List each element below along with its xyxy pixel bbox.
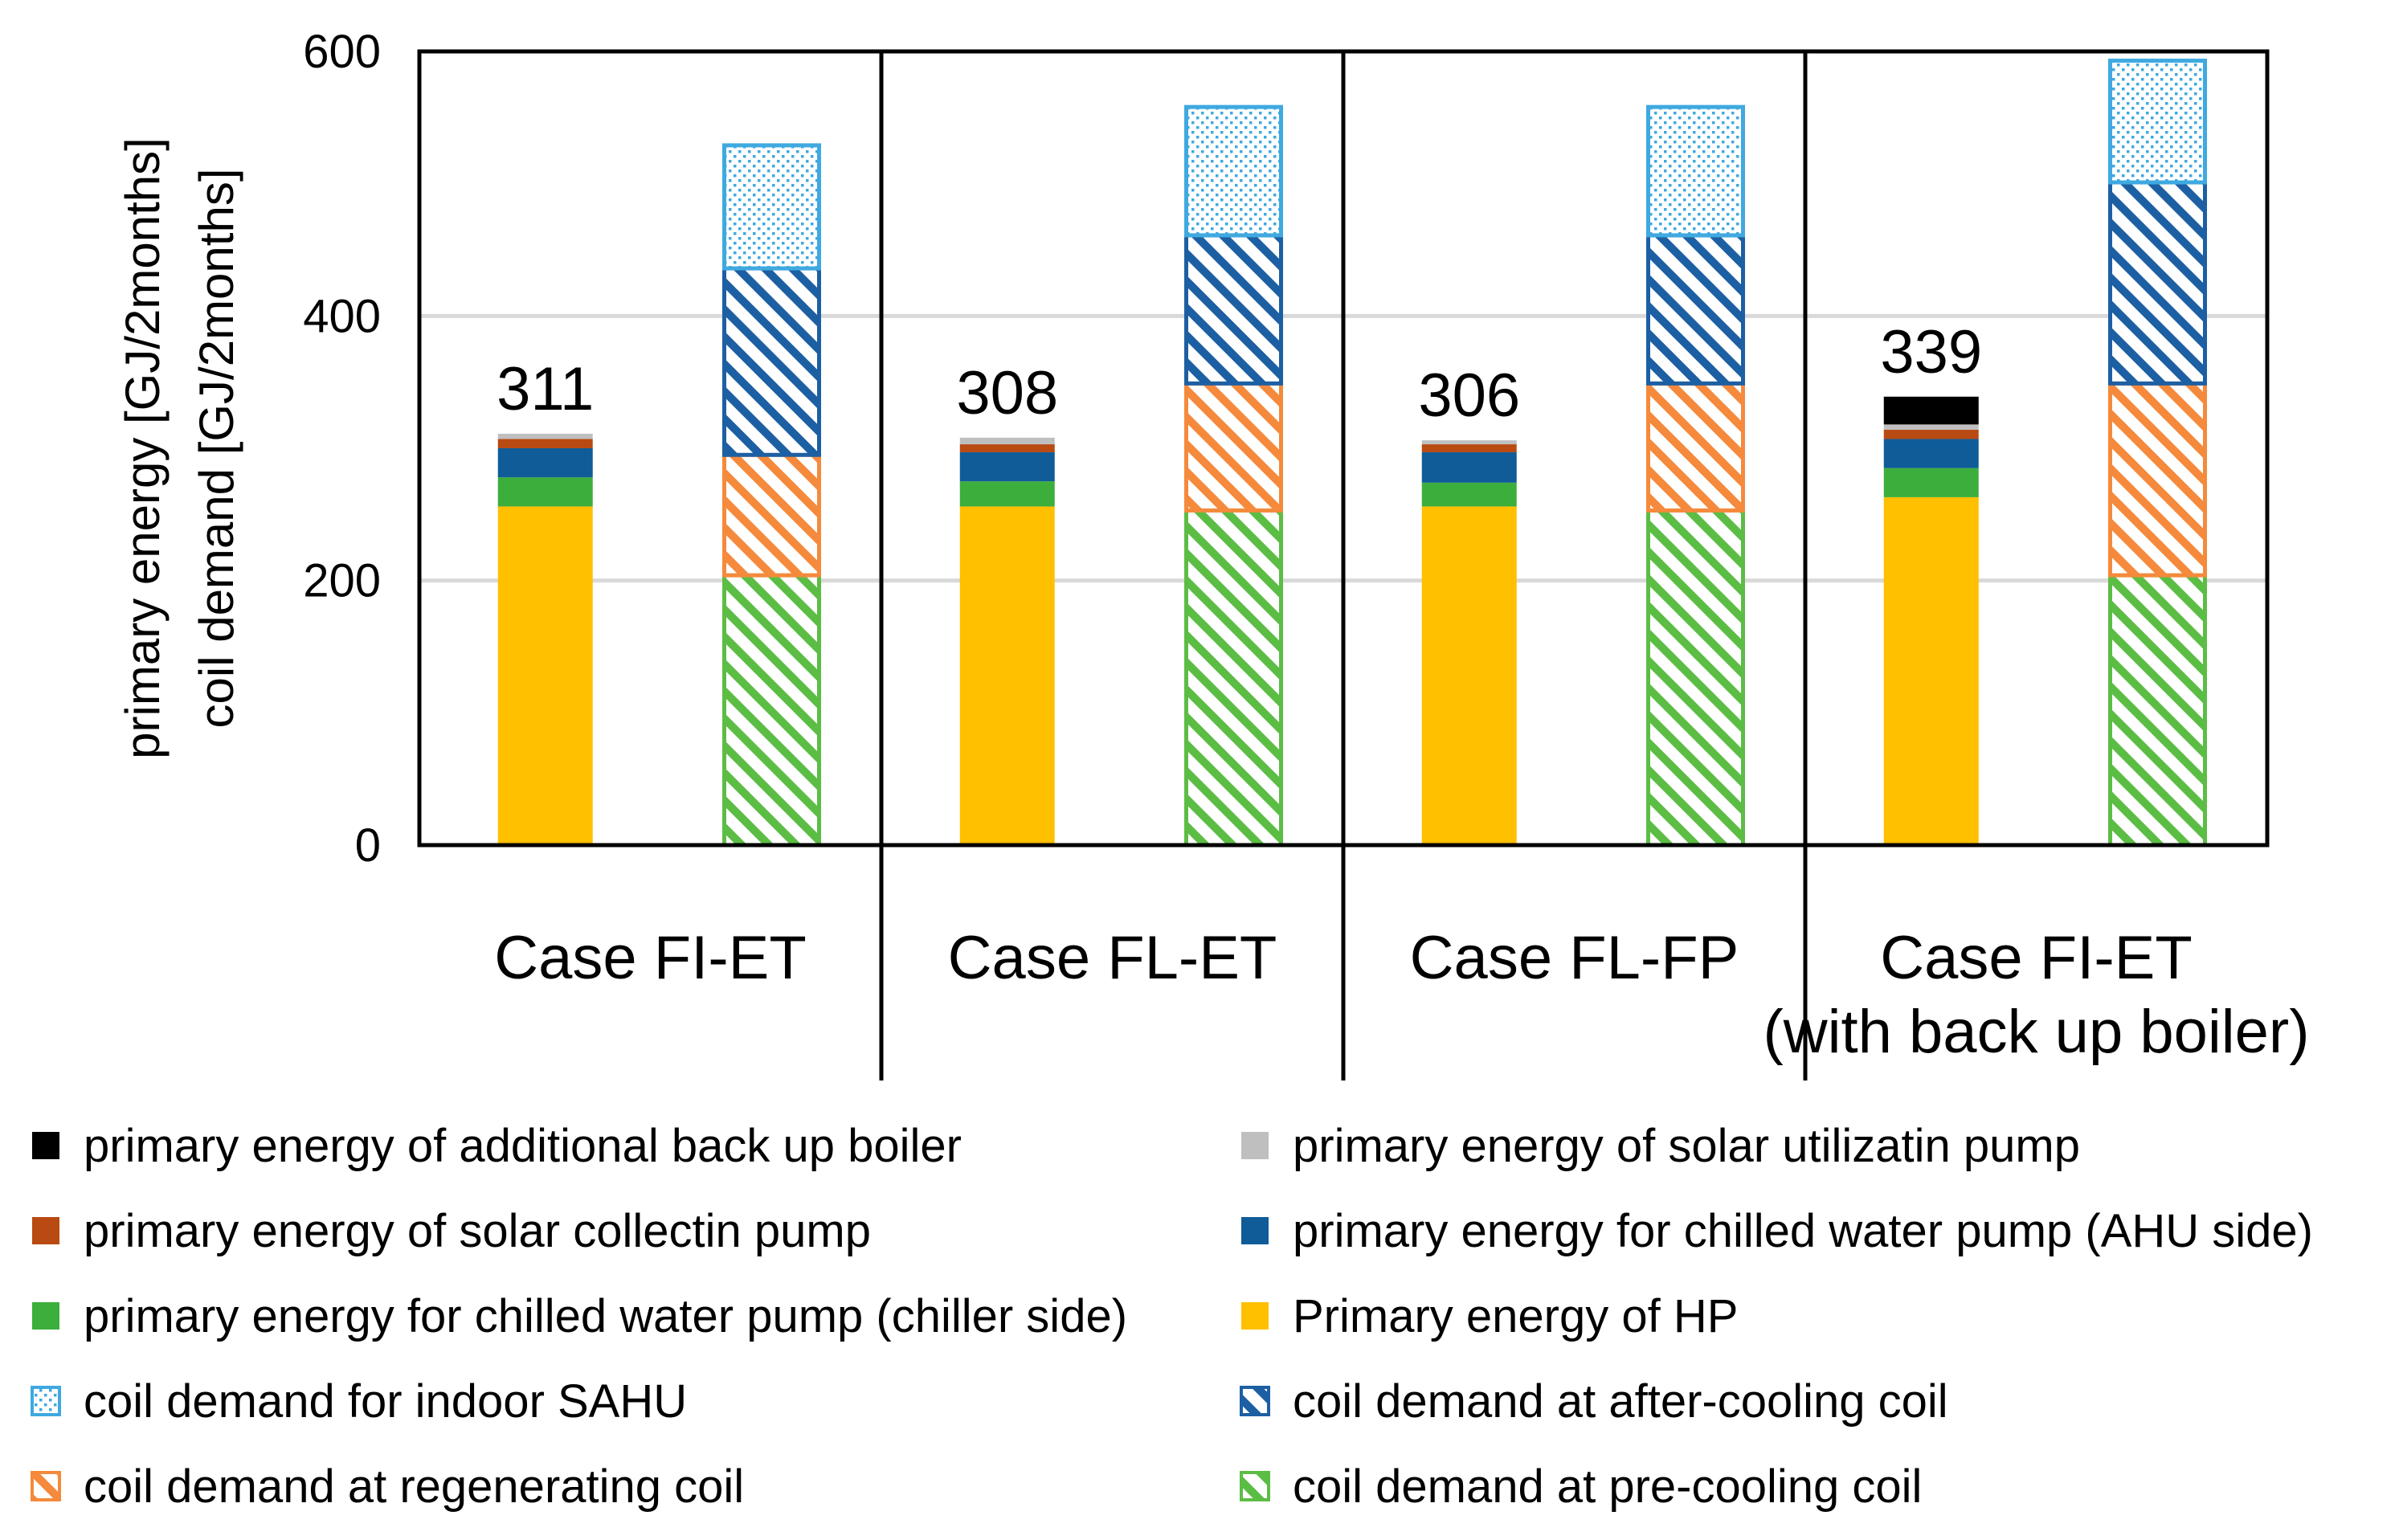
legend-item-pump-chiller: primary energy for chilled water pump (c… bbox=[32, 1290, 1127, 1342]
bar-segment-coil-pre bbox=[722, 573, 821, 848]
bar-segment-coil-regen bbox=[722, 452, 821, 578]
legend-item-pump-ahu: primary energy for chilled water pump (A… bbox=[1241, 1205, 2313, 1257]
legend-swatch bbox=[1240, 1386, 1270, 1416]
bar-segment-coil-regen bbox=[2108, 381, 2207, 578]
bar-total-label: 306 bbox=[1418, 362, 1520, 430]
bar-total-label: 311 bbox=[497, 355, 594, 423]
y-tick-label: 200 bbox=[303, 555, 381, 607]
legend-item-pre: coil demand at pre-cooling coil bbox=[1240, 1460, 1922, 1513]
legend-label: primary energy for chilled water pump (A… bbox=[1293, 1205, 2313, 1257]
legend-swatch bbox=[32, 1217, 59, 1244]
bar-segment-coil-sahu bbox=[2108, 59, 2207, 185]
legend-label: primary energy of solar collectin pump bbox=[84, 1205, 871, 1257]
legend-item-collect-pump: primary energy of solar collectin pump bbox=[32, 1205, 871, 1257]
bar-segment-pump-chiller bbox=[959, 481, 1055, 507]
category-label: Case FI-ET bbox=[1880, 924, 2193, 992]
legend-item-after: coil demand at after-cooling coil bbox=[1240, 1375, 1948, 1428]
legend-item-hp: Primary energy of HP bbox=[1241, 1290, 1738, 1342]
bar-segment-hp bbox=[959, 506, 1055, 845]
legend-swatch bbox=[1241, 1302, 1269, 1330]
legend-swatch bbox=[1241, 1217, 1269, 1244]
bar-segment-boiler bbox=[1883, 396, 1979, 425]
legend-label: primary energy of additional back up boi… bbox=[84, 1120, 962, 1172]
legend-item-boiler: primary energy of additional back up boi… bbox=[32, 1120, 962, 1172]
category-label: (with back up boiler) bbox=[1763, 998, 2309, 1066]
legend-label: coil demand at after-cooling coil bbox=[1293, 1375, 1948, 1428]
bar-segment-pump-chiller bbox=[1883, 468, 1979, 497]
legend-label: coil demand at pre-cooling coil bbox=[1293, 1460, 1922, 1513]
bar-segment-coil-after bbox=[1184, 233, 1283, 386]
bar-segment-collect-pump bbox=[1421, 444, 1517, 452]
bar-segment-pump-ahu bbox=[497, 448, 593, 478]
legend-label: primary energy for chilled water pump (c… bbox=[84, 1290, 1127, 1342]
bar-segment-util-pump bbox=[959, 437, 1055, 445]
bar-segment-coil-after bbox=[722, 266, 821, 457]
legend-label: coil demand for indoor SAHU bbox=[84, 1375, 687, 1428]
bar-segment-coil-regen bbox=[1184, 381, 1283, 513]
bar-segment-pump-ahu bbox=[959, 451, 1055, 482]
y-axis-title: coil demand [GJ/2months] bbox=[190, 168, 243, 728]
legend-swatch bbox=[1240, 1471, 1270, 1501]
legend-item-util-pump: primary energy of solar utilizatin pump bbox=[1241, 1120, 2080, 1172]
bar-segment-pump-chiller bbox=[1421, 482, 1517, 507]
bar-segment-coil-pre bbox=[2108, 573, 2207, 848]
y-tick-label: 0 bbox=[355, 819, 381, 872]
legend-swatch bbox=[32, 1302, 59, 1330]
legend-swatch bbox=[31, 1471, 61, 1501]
bar-segment-util-pump bbox=[497, 433, 593, 439]
bar-segment-pump-chiller bbox=[497, 477, 593, 507]
legend-label: primary energy of solar utilizatin pump bbox=[1293, 1120, 2080, 1172]
y-axis-title: primary energy [GJ/2months] bbox=[116, 137, 170, 759]
legend-item-regen: coil demand at regenerating coil bbox=[31, 1460, 744, 1513]
bar-segment-coil-sahu bbox=[722, 143, 821, 271]
legend-item-sahu: coil demand for indoor SAHU bbox=[31, 1375, 687, 1428]
legend-label: coil demand at regenerating coil bbox=[84, 1460, 744, 1513]
bar-segment-collect-pump bbox=[497, 439, 593, 448]
legend-swatch bbox=[1241, 1132, 1269, 1159]
bar-segment-hp bbox=[497, 506, 593, 845]
bar-segment-hp bbox=[1421, 506, 1517, 845]
legend-swatch bbox=[31, 1386, 61, 1416]
category-label: Case FL-FP bbox=[1410, 924, 1739, 992]
bar-segment-collect-pump bbox=[1883, 429, 1979, 439]
bar-total-label: 339 bbox=[1880, 318, 1982, 386]
bar-segment-pump-ahu bbox=[1421, 451, 1517, 483]
bar-segment-coil-sahu bbox=[1646, 104, 1745, 238]
category-label: Case FI-ET bbox=[494, 924, 807, 992]
bar-segment-hp bbox=[1883, 496, 1979, 845]
bar-segment-coil-after bbox=[1646, 233, 1745, 386]
y-tick-label: 400 bbox=[303, 290, 381, 342]
bar-segment-coil-sahu bbox=[1184, 104, 1283, 238]
bar-segment-coil-pre bbox=[1184, 508, 1283, 848]
bar-total-label: 308 bbox=[956, 359, 1058, 427]
bar-segment-pump-ahu bbox=[1883, 439, 1979, 468]
bar-segment-coil-pre bbox=[1646, 508, 1745, 848]
y-tick-label: 600 bbox=[303, 26, 381, 78]
bar-segment-util-pump bbox=[1421, 440, 1517, 445]
bar-segment-collect-pump bbox=[959, 444, 1055, 452]
bar-segment-util-pump bbox=[1883, 424, 1979, 430]
legend-label: Primary energy of HP bbox=[1293, 1290, 1738, 1342]
legend-swatch bbox=[32, 1132, 59, 1159]
category-label: Case FL-ET bbox=[948, 924, 1277, 992]
bar-segment-coil-after bbox=[2108, 180, 2207, 386]
bar-segment-coil-regen bbox=[1646, 381, 1745, 513]
